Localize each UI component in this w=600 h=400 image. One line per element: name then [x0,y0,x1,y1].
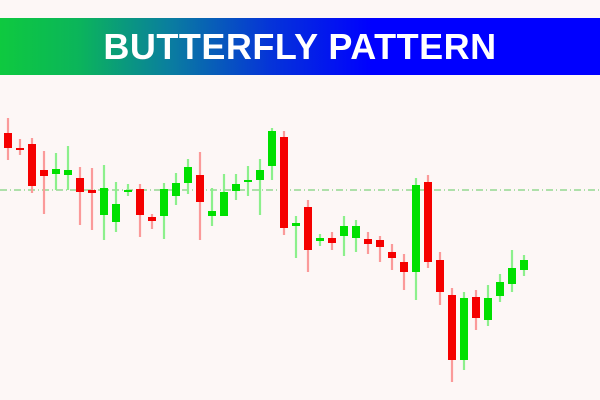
candlestick [28,138,36,193]
candlestick [460,292,468,370]
candle-body [148,217,156,221]
candle-body [424,182,432,262]
candle-body [112,204,120,222]
candlestick [400,254,408,290]
candle-body [76,178,84,192]
candlestick [340,216,348,256]
candle-body [364,239,372,244]
candle-body [196,175,204,202]
candlestick [100,165,108,240]
candlestick [76,167,84,225]
candlestick [292,216,300,258]
candlestick [64,146,72,190]
candle-series [4,118,528,382]
candlestick [40,151,48,214]
candle-body [376,240,384,247]
candlestick [448,288,456,382]
candlestick [424,175,432,268]
candlestick-chart-svg [0,80,600,400]
candlestick [16,139,24,155]
candlestick [184,159,192,194]
candle-body [412,185,420,272]
candle-body [40,170,48,176]
candle-body [520,260,528,270]
candle-body [232,184,240,191]
candle-body [64,170,72,175]
candle-body [160,189,168,216]
candlestick [196,152,204,240]
candlestick [112,182,120,232]
candlestick [304,200,312,272]
candle-body [484,298,492,320]
candle-body [352,226,360,238]
candlestick [256,159,264,215]
candle-body [136,189,144,215]
candlestick [508,250,516,292]
candle-body [100,188,108,215]
candlestick [472,290,480,330]
candlestick [520,255,528,276]
candle-body [4,133,12,148]
candle-body [28,144,36,186]
candlestick [52,153,60,190]
title-banner: BUTTERFLY PATTERN [0,18,600,75]
candlestick [412,178,420,300]
candle-body [304,207,312,250]
candle-body [460,298,468,360]
candlestick [280,131,288,235]
candle-body [400,262,408,272]
candle-body [184,167,192,183]
candlestick [4,118,12,160]
candle-body [448,295,456,360]
candlestick [136,184,144,237]
candlestick [316,234,324,246]
candlestick [220,174,228,216]
candlestick [388,244,396,270]
candle-body [256,170,264,180]
candlestick [172,173,180,205]
candlestick [484,285,492,326]
candlestick [148,214,156,229]
candle-body [472,297,480,318]
candlestick [88,168,96,230]
candle-body [496,282,504,296]
candlestick [268,128,276,180]
candle-body [268,131,276,166]
candlestick [496,274,504,302]
candlestick [208,188,216,226]
candle-body [292,223,300,226]
candle-body [388,252,396,258]
page-title: BUTTERFLY PATTERN [103,25,497,67]
candle-body [508,268,516,284]
candle-body [52,169,60,174]
candlestick [244,166,252,196]
candle-body [208,211,216,216]
candlestick [124,184,132,196]
candle-body [172,183,180,196]
candlestick [160,183,168,239]
candle-body [316,238,324,241]
candle-body [340,226,348,236]
candlestick [376,236,384,262]
candle-body [280,137,288,228]
candle-body [436,260,444,292]
candlestick [328,232,336,250]
candle-body [220,192,228,216]
candlestick [232,174,240,200]
candlestick [352,220,360,252]
candlestick [436,252,444,305]
candle-body [124,190,132,192]
candlestick-chart [0,80,600,400]
candle-body [244,180,252,182]
candlestick [364,232,372,254]
candle-body [88,190,96,193]
chart-background [0,80,600,400]
candle-body [16,148,24,150]
candle-body [328,238,336,243]
